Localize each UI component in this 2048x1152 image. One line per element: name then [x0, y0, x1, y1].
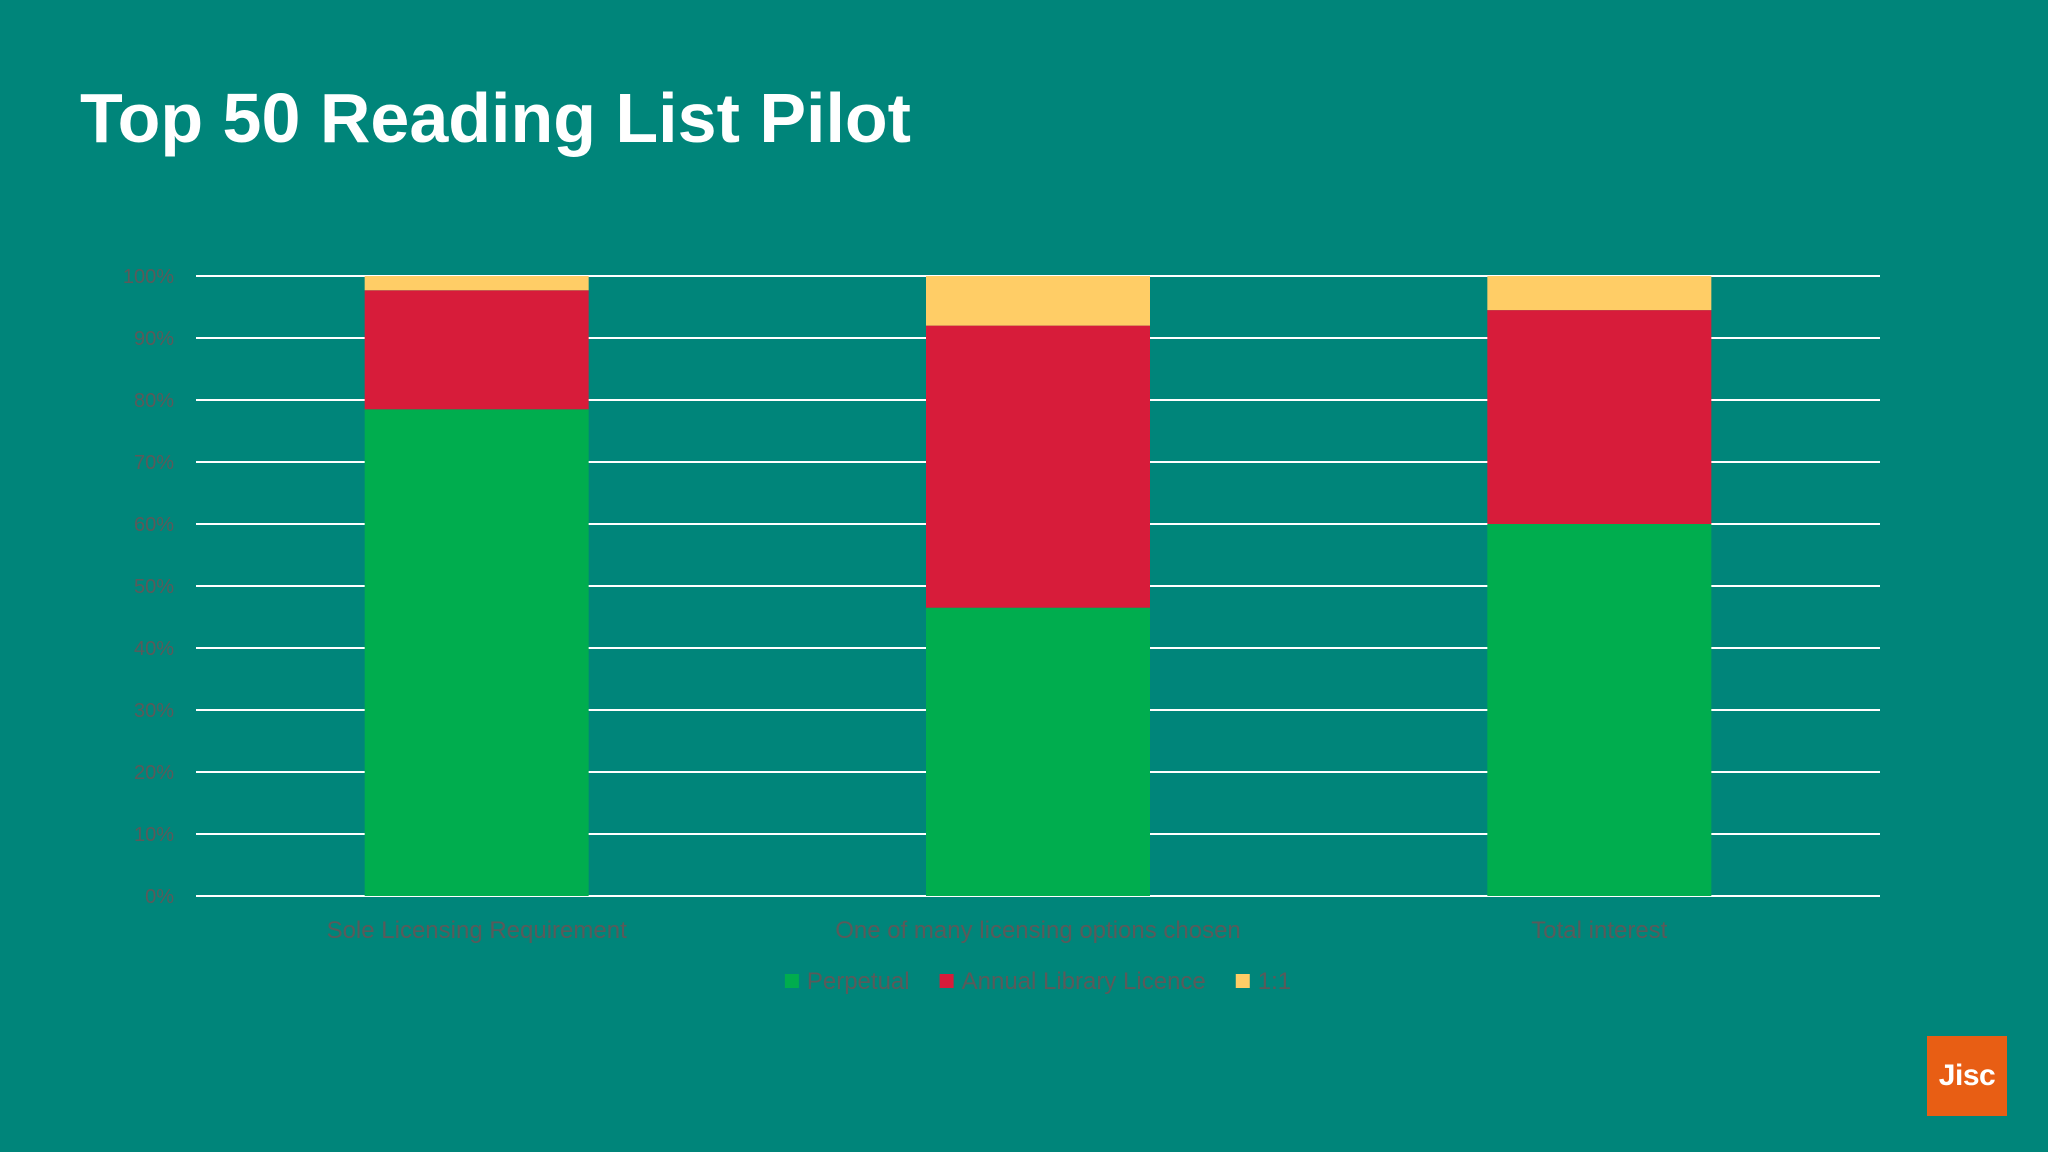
bars: [364, 276, 1712, 896]
jisc-logo: Jisc: [1927, 1036, 2007, 1116]
y-axis-tick-labels: 0% 10% 20% 30% 40% 50% 60% 70% 80% 90% 100%: [123, 266, 174, 908]
y-tick-label: 80%: [134, 390, 174, 412]
x-tick-label: Total interest: [1531, 917, 1667, 944]
legend-swatch: [784, 974, 799, 988]
slide-title: Top 50 Reading List Pilot: [80, 79, 911, 157]
bar-segment: [1487, 310, 1712, 524]
y-tick-label: 100%: [123, 266, 174, 288]
legend-swatch: [939, 974, 954, 988]
y-tick-label: 0%: [145, 886, 174, 908]
bar-segment: [364, 276, 589, 291]
y-tick-label: 10%: [134, 824, 174, 846]
y-tick-label: 90%: [134, 328, 174, 350]
legend-item: 1:1: [1235, 968, 1291, 995]
y-tick-label: 50%: [134, 576, 174, 598]
legend-label: Perpetual: [807, 968, 910, 995]
x-axis-category-labels: Sole Licensing Requirement One of many li…: [327, 917, 1668, 944]
bar-segment: [926, 325, 1150, 608]
legend-item: Perpetual: [784, 968, 910, 995]
y-tick-label: 30%: [134, 700, 174, 722]
bar-segment: [1487, 524, 1712, 896]
y-tick-label: 20%: [134, 762, 174, 784]
bar-segment: [364, 409, 589, 896]
legend-swatch: [1235, 974, 1250, 988]
legend-label: Annual Library Licence: [962, 968, 1206, 995]
logo-text: Jisc: [1938, 1059, 1996, 1092]
bar-segment: [364, 290, 589, 410]
legend-item: Annual Library Licence: [939, 968, 1206, 995]
y-tick-label: 60%: [134, 514, 174, 536]
bar-segment: [926, 607, 1150, 896]
x-tick-label: One of many licensing options chosen: [835, 917, 1241, 944]
bar-segment: [926, 276, 1150, 326]
legend: Perpetual Annual Library Licence 1:1: [784, 968, 1291, 995]
x-tick-label: Sole Licensing Requirement: [327, 917, 628, 944]
y-tick-label: 40%: [134, 638, 174, 660]
bar-segment: [1487, 276, 1712, 311]
y-tick-label: 70%: [134, 452, 174, 474]
legend-label: 1:1: [1258, 968, 1291, 995]
